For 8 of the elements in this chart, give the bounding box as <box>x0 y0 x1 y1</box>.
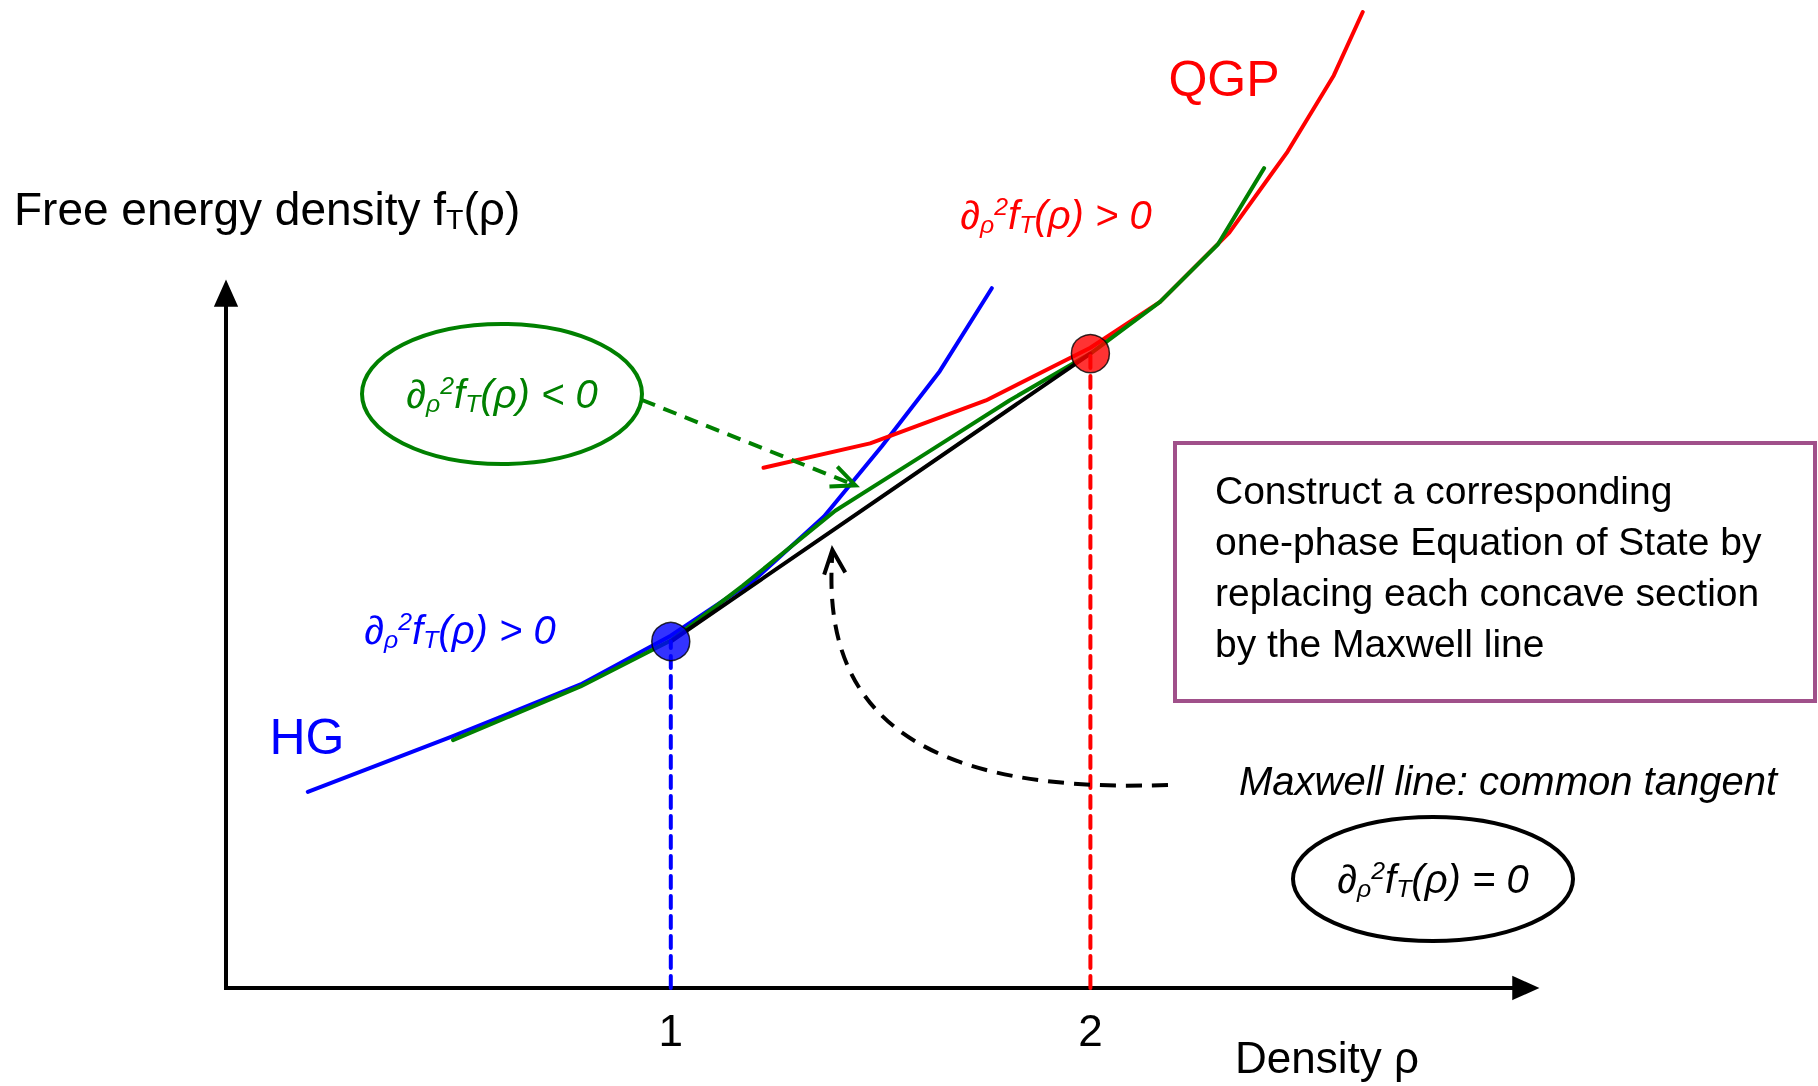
series-label: HG <box>269 709 345 765</box>
annotation: Maxwell line: common tangent <box>1238 759 1779 803</box>
annotation: Construct a corresponding one-phase Equation of State by replacing each concave section by the Maxwell line <box>1215 469 1773 665</box>
x-tick-label: 1 <box>658 1005 684 1055</box>
x-axis-title: Density ρ <box>1235 1032 1419 1082</box>
y-axis-title: Free energy density fT(ρ) <box>14 183 521 236</box>
x-tick-label: 2 <box>1078 1005 1103 1055</box>
series-label: QGP <box>1168 51 1280 107</box>
